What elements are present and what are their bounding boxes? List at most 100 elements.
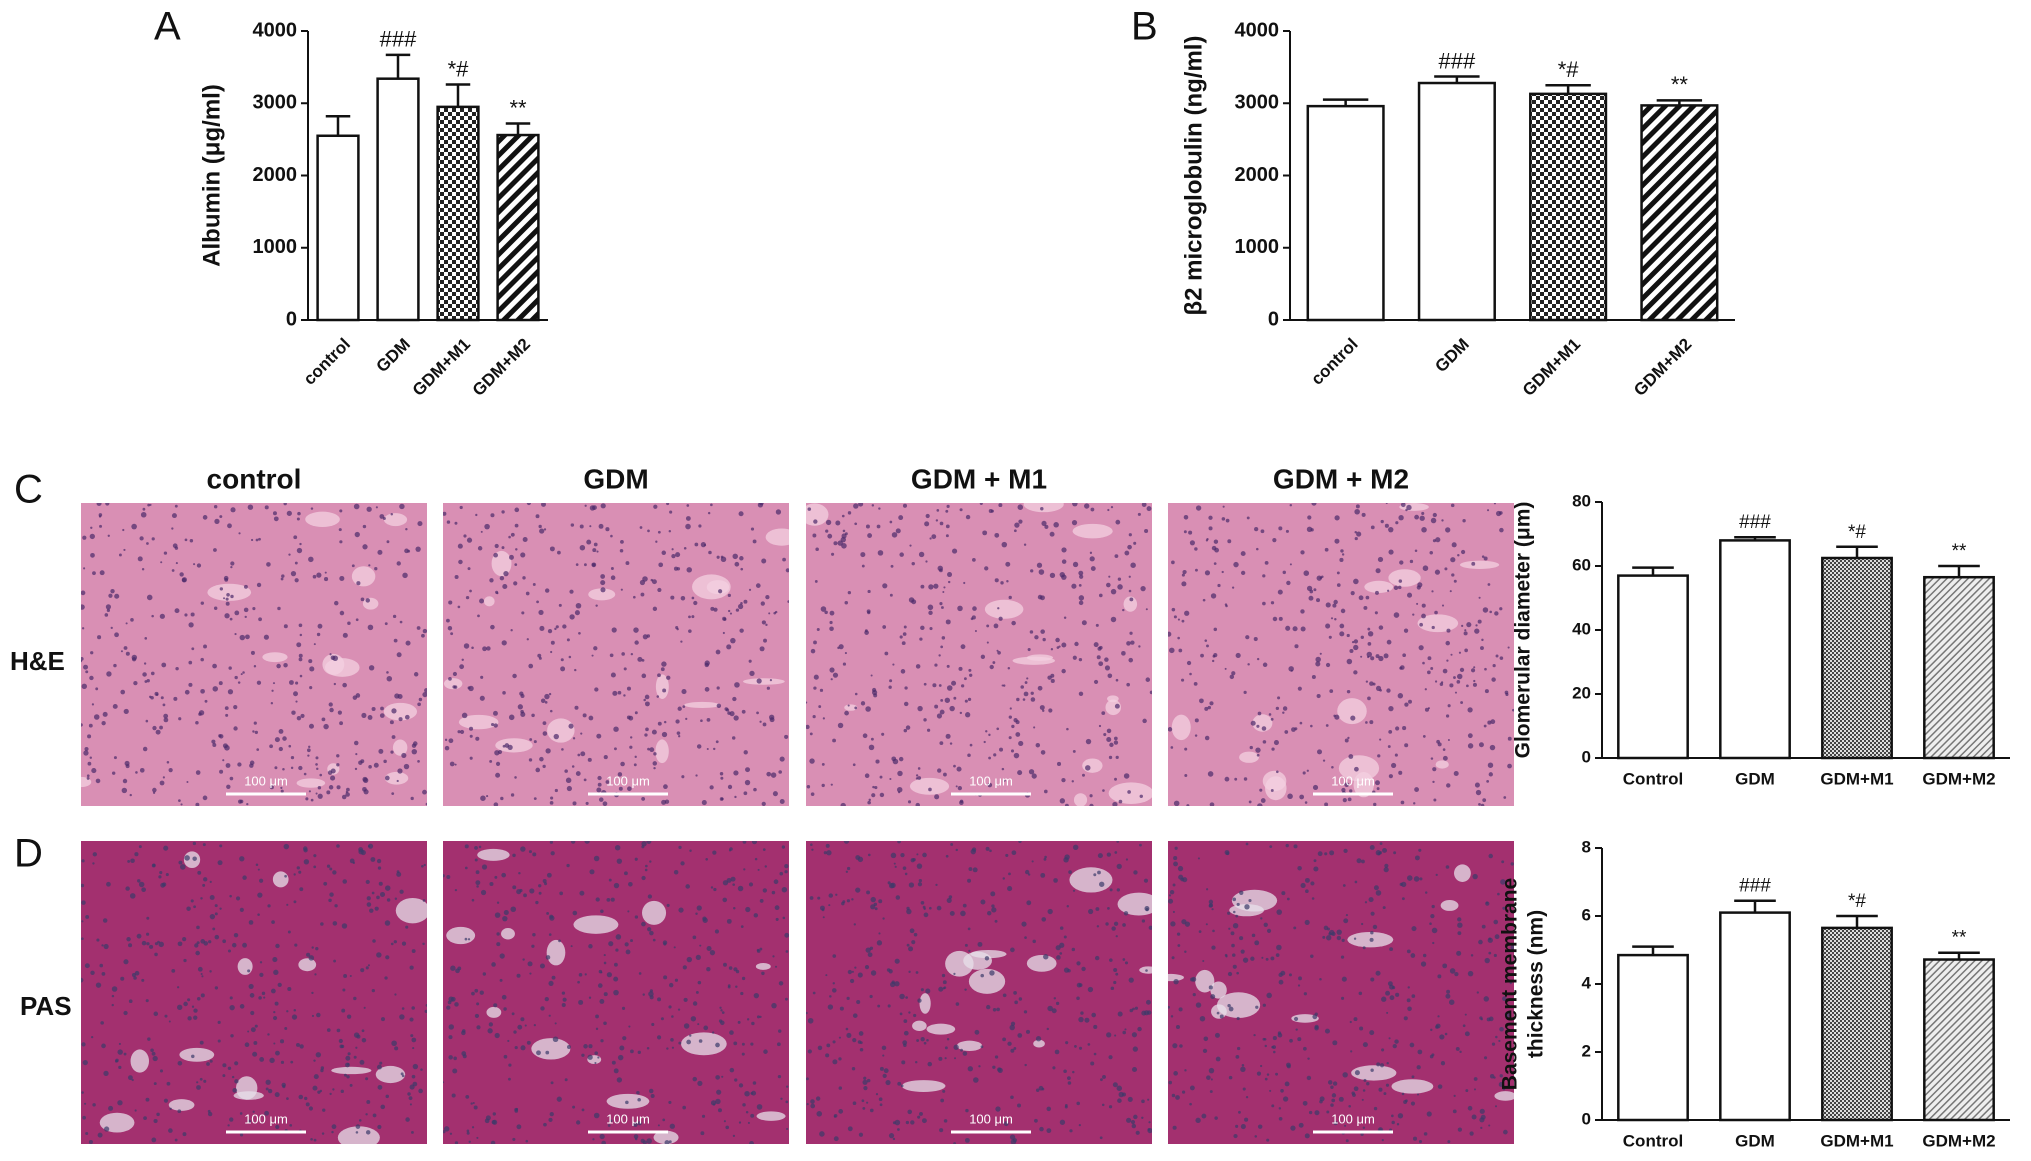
nucleus: [118, 553, 122, 557]
lumen: [1107, 695, 1119, 703]
nucleus: [721, 1075, 724, 1078]
nucleus: [565, 777, 572, 784]
nucleus: [830, 783, 833, 786]
nucleus: [1253, 1033, 1256, 1037]
y-axis-label: Basement membrane: [1499, 878, 1522, 1090]
nucleus: [1398, 515, 1404, 521]
nucleus: [925, 560, 928, 563]
nucleus: [328, 898, 332, 903]
nucleus: [1423, 1132, 1428, 1136]
nucleus: [494, 875, 498, 879]
nucleus: [168, 1128, 173, 1133]
nucleus: [945, 509, 949, 513]
nucleus: [307, 754, 310, 757]
nucleus: [1484, 667, 1487, 671]
nucleus: [1240, 1066, 1246, 1073]
nucleus: [1079, 574, 1084, 579]
nucleus: [753, 992, 760, 999]
nucleus: [994, 578, 999, 583]
nucleus: [225, 763, 231, 768]
nucleus: [338, 1038, 343, 1044]
nucleus: [1369, 720, 1374, 725]
nucleus: [321, 717, 326, 722]
nucleus: [1416, 602, 1419, 605]
nucleus: [1081, 966, 1086, 972]
nucleus: [633, 595, 636, 599]
nucleus: [265, 1079, 271, 1085]
nucleus: [1418, 645, 1424, 651]
bar: [1617, 953, 1689, 1122]
nucleus: [920, 900, 925, 905]
nucleus: [474, 1013, 480, 1019]
nucleus: [502, 744, 506, 748]
nucleus: [539, 528, 545, 534]
nucleus: [212, 686, 218, 692]
nucleus: [837, 722, 844, 729]
nucleus: [877, 550, 884, 556]
nucleus: [600, 574, 606, 579]
nucleus: [964, 1137, 970, 1143]
nucleus: [1474, 782, 1480, 788]
nucleus: [1022, 698, 1026, 701]
nucleus: [102, 918, 108, 923]
nucleus: [554, 788, 558, 793]
nucleus: [839, 1006, 844, 1011]
nucleus: [548, 933, 552, 936]
nucleus: [721, 797, 724, 801]
nucleus: [191, 1054, 195, 1059]
nucleus: [1061, 547, 1067, 553]
nucleus: [1351, 1091, 1355, 1095]
nucleus: [1422, 661, 1425, 665]
nucleus: [448, 1035, 453, 1040]
nucleus: [810, 1103, 816, 1109]
nucleus: [674, 978, 679, 982]
nucleus: [1347, 736, 1350, 740]
nucleus: [1331, 1098, 1336, 1103]
nucleus: [1122, 958, 1126, 961]
nucleus: [376, 858, 382, 864]
nucleus: [461, 658, 464, 662]
nucleus: [1370, 977, 1375, 982]
nucleus: [906, 908, 912, 915]
nucleus: [394, 897, 398, 900]
nucleus: [939, 568, 943, 573]
nucleus: [557, 550, 561, 555]
lumen: [1069, 867, 1113, 893]
nucleus: [1347, 797, 1352, 802]
nucleus: [1131, 1123, 1137, 1129]
nucleus: [918, 551, 925, 558]
nucleus: [697, 1080, 703, 1086]
nucleus: [191, 1005, 195, 1008]
nucleus: [110, 588, 115, 594]
nucleus: [286, 903, 289, 906]
nucleus: [355, 1131, 359, 1134]
nucleus: [663, 784, 668, 790]
nucleus: [1354, 880, 1358, 884]
nucleus: [578, 631, 581, 635]
nucleus: [719, 1006, 722, 1009]
nucleus: [979, 503, 983, 505]
nucleus: [711, 1031, 715, 1034]
nucleus: [943, 586, 946, 589]
nucleus: [606, 972, 612, 978]
nucleus: [231, 1075, 235, 1079]
nucleus: [522, 958, 525, 961]
nucleus: [1024, 681, 1028, 684]
nucleus: [421, 864, 424, 868]
y-tick-label: 0: [1582, 747, 1591, 766]
nucleus: [698, 1039, 703, 1043]
nucleus: [1002, 1037, 1007, 1042]
nucleus: [814, 580, 818, 583]
nucleus: [697, 1023, 700, 1026]
nucleus: [390, 942, 394, 946]
nucleus: [716, 703, 722, 708]
nucleus: [661, 661, 667, 667]
nucleus: [411, 1037, 417, 1043]
nucleus: [727, 984, 731, 987]
nucleus: [411, 748, 418, 755]
nucleus: [352, 695, 358, 700]
nucleus: [656, 1035, 662, 1040]
nucleus: [609, 1119, 613, 1123]
lumen: [919, 993, 931, 1014]
nucleus: [495, 761, 501, 766]
